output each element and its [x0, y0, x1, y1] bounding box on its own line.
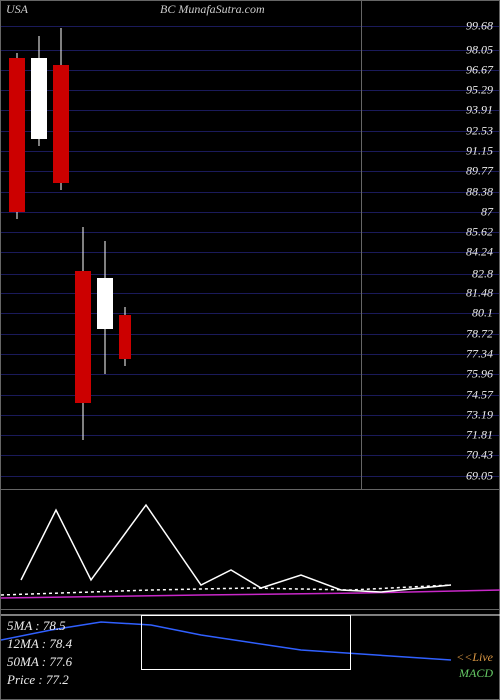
ma-panel: <<Live MACD 5MA : 78.5 12MA : 78.4 50MA : …: [0, 610, 500, 700]
indicator-panel: [0, 490, 500, 610]
y-axis-label: 88.38: [466, 184, 493, 199]
y-axis-label: 87: [481, 204, 493, 219]
y-axis-label: 82.8: [472, 266, 493, 281]
y-axis-label: 84.24: [466, 245, 493, 260]
candle: [9, 53, 25, 219]
y-axis-label: 99.68: [466, 18, 493, 33]
y-axis-label: 78.72: [466, 326, 493, 341]
y-axis-label: 95.29: [466, 83, 493, 98]
y-axis-label: 81.48: [466, 286, 493, 301]
y-axis-label: 70.43: [466, 448, 493, 463]
gridline: [1, 110, 499, 111]
gridline: [1, 192, 499, 193]
candle-body: [75, 271, 91, 403]
chart-header: USA BC MunafaSutra.com: [0, 2, 500, 20]
gridline: [1, 476, 499, 477]
highlight-box: [141, 615, 351, 670]
gridline: [1, 131, 499, 132]
ma-value: Price : 77.2: [7, 672, 69, 688]
vertical-divider: [361, 1, 362, 489]
gridline: [1, 171, 499, 172]
candle: [31, 36, 47, 146]
y-axis-label: 69.05: [466, 468, 493, 483]
gridline: [1, 455, 499, 456]
candle-body: [9, 58, 25, 212]
ticker-source-label: BC MunafaSutra.com: [160, 2, 265, 17]
y-axis-label: 75.96: [466, 367, 493, 382]
y-axis-label: 92.53: [466, 123, 493, 138]
y-axis-label: 85.62: [466, 225, 493, 240]
candle: [53, 28, 69, 190]
price-panel: 99.68 98.05 96.67 95.29 93.91 92.53 91.15 89.77…: [0, 0, 500, 490]
gridline: [1, 26, 499, 27]
y-axis-label: 91.15: [466, 143, 493, 158]
gridline: [1, 50, 499, 51]
gridline: [1, 151, 499, 152]
candle: [97, 241, 113, 373]
candle-body: [31, 58, 47, 139]
candle: [75, 227, 91, 440]
live-label: <<Live: [456, 650, 493, 665]
y-axis-label: 74.57: [466, 387, 493, 402]
stock-chart: USA BC MunafaSutra.com 99.68 98.05 96.67 95…: [0, 0, 500, 700]
ma-value: 5MA : 78.5: [7, 618, 66, 634]
gridline: [1, 90, 499, 91]
y-axis-label: 93.91: [466, 103, 493, 118]
market-label: USA: [6, 2, 28, 17]
y-axis-label: 71.81: [466, 428, 493, 443]
candle-body: [119, 315, 131, 359]
candle-body: [97, 278, 113, 329]
gridline: [1, 212, 499, 213]
y-axis-label: 89.77: [466, 164, 493, 179]
indicator-lines: [1, 490, 500, 610]
y-axis-label: 80.1: [472, 306, 493, 321]
candle: [119, 307, 131, 366]
candle-body: [53, 65, 69, 183]
macd-label: MACD: [459, 666, 493, 681]
ma-value: 50MA : 77.6: [7, 654, 72, 670]
y-axis-label: 96.67: [466, 62, 493, 77]
gridline: [1, 70, 499, 71]
ma-value: 12MA : 78.4: [7, 636, 72, 652]
y-axis-label: 73.19: [466, 407, 493, 422]
y-axis-label: 77.34: [466, 346, 493, 361]
y-axis-label: 98.05: [466, 42, 493, 57]
